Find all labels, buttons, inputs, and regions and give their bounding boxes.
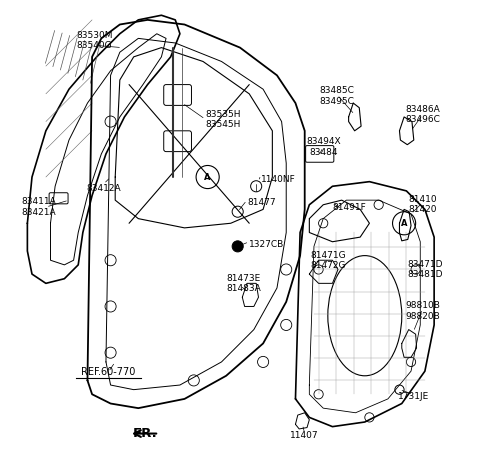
- Text: 81410
81420: 81410 81420: [408, 195, 437, 214]
- Text: 83471D
83481D: 83471D 83481D: [407, 260, 443, 279]
- Text: 83485C
83495C: 83485C 83495C: [320, 86, 355, 106]
- Text: 81477: 81477: [247, 198, 276, 207]
- Text: 83535H
83545H: 83535H 83545H: [205, 110, 241, 129]
- FancyBboxPatch shape: [306, 146, 334, 162]
- Text: 83494X
83484: 83494X 83484: [306, 137, 340, 157]
- Text: 11407: 11407: [290, 432, 319, 440]
- FancyBboxPatch shape: [164, 85, 192, 106]
- Circle shape: [395, 385, 404, 394]
- Text: A: A: [204, 173, 211, 181]
- Text: 83412A: 83412A: [86, 184, 121, 193]
- FancyBboxPatch shape: [49, 193, 68, 204]
- Circle shape: [232, 206, 243, 217]
- Text: 98810B
98820B: 98810B 98820B: [405, 301, 440, 321]
- Text: 81491F: 81491F: [333, 203, 366, 212]
- Circle shape: [251, 181, 262, 192]
- Text: FR.: FR.: [133, 427, 157, 440]
- Text: 1327CB: 1327CB: [249, 239, 285, 249]
- FancyBboxPatch shape: [164, 131, 192, 152]
- Text: A: A: [401, 219, 408, 228]
- Text: 83411A
83421A: 83411A 83421A: [22, 197, 56, 217]
- Text: 1140NF: 1140NF: [261, 175, 296, 184]
- Circle shape: [232, 241, 243, 252]
- Text: 83486A
83496C: 83486A 83496C: [405, 105, 440, 124]
- Text: 81471G
81472G: 81471G 81472G: [310, 251, 346, 270]
- Text: REF.60-770: REF.60-770: [81, 367, 135, 377]
- Text: 83530M
83540G: 83530M 83540G: [76, 31, 113, 50]
- Text: 81473E
81483A: 81473E 81483A: [226, 273, 261, 293]
- Text: 1731JE: 1731JE: [398, 392, 429, 401]
